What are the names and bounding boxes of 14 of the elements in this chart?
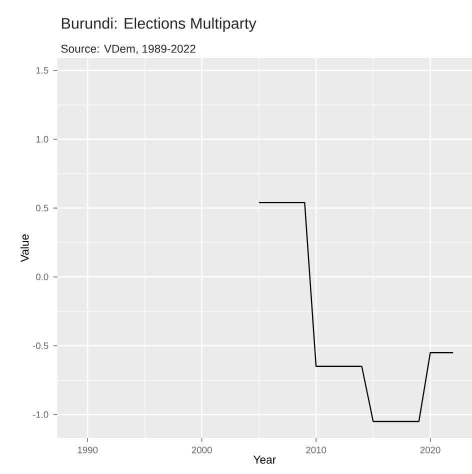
chart-title: Burundi: Elections Multiparty bbox=[62, 18, 256, 32]
x-tick-label: 2010 bbox=[306, 446, 326, 454]
x-tick-label: 2020 bbox=[420, 446, 440, 454]
y-tick-label: 1.0 bbox=[36, 136, 48, 143]
chart-subtitle: Source: VDem, 1989-2022 bbox=[61, 44, 196, 54]
x-tick-label: 1990 bbox=[78, 446, 98, 454]
y-tick-label: -1.0 bbox=[32, 411, 48, 418]
y-axis-title: Value bbox=[20, 234, 29, 262]
x-axis-title: Year bbox=[253, 456, 276, 464]
y-tick-label: 0.5 bbox=[36, 204, 48, 212]
y-tick-label: -0.5 bbox=[32, 342, 48, 350]
x-tick-label: 2000 bbox=[192, 446, 212, 454]
y-tick-label: 1.5 bbox=[36, 67, 48, 74]
y-tick-label: 0.0 bbox=[36, 274, 48, 280]
